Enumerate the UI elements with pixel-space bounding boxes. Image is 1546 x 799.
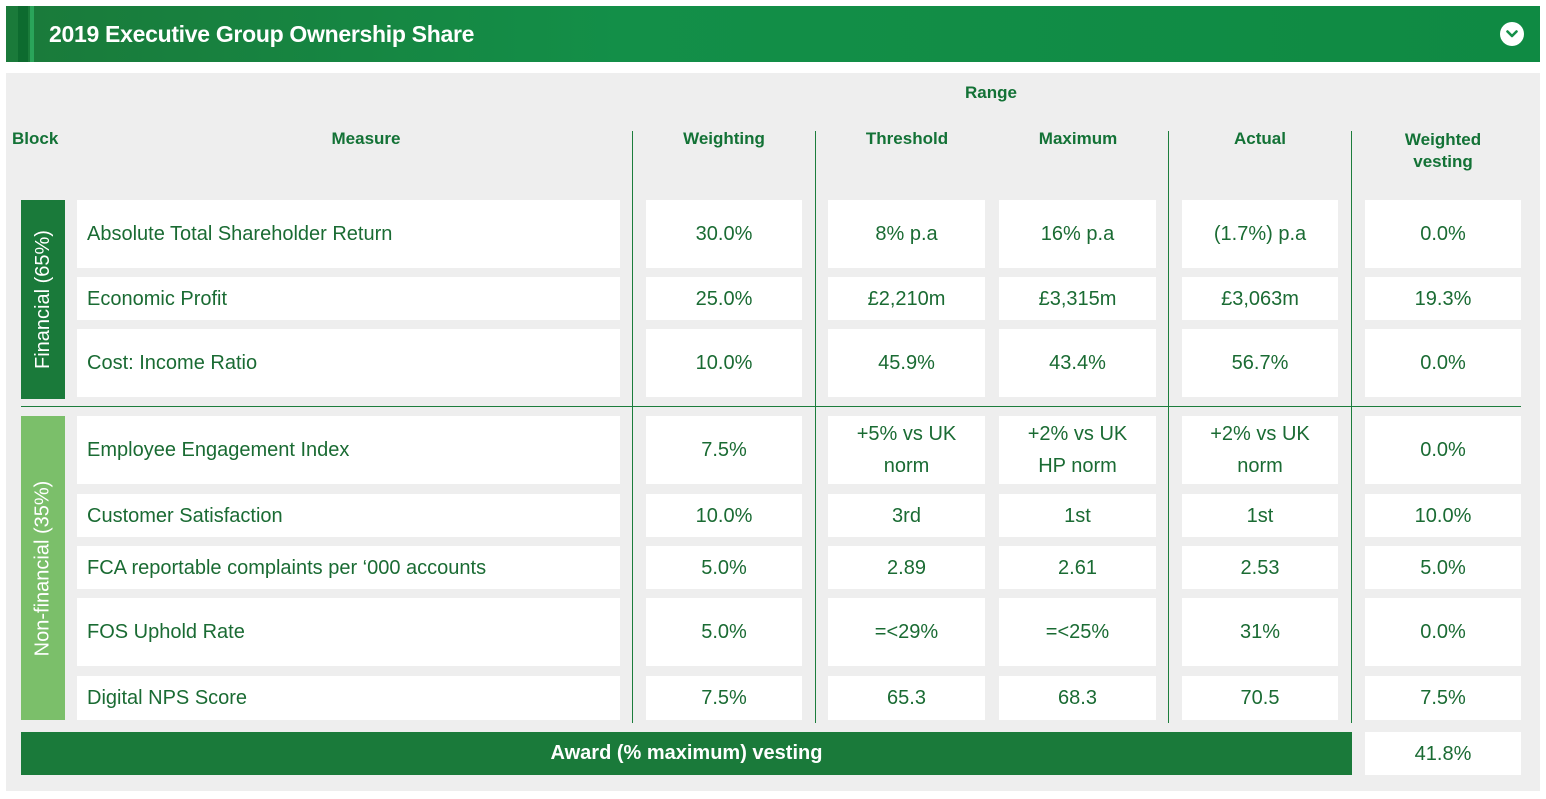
weighting-header: Weighting	[683, 129, 765, 148]
row-5-maximum: 1st	[999, 494, 1156, 537]
row-1-vesting: 0.0%	[1365, 200, 1521, 268]
divider-maximum-actual	[1168, 131, 1169, 723]
row-3-weighting: 10.0%	[646, 329, 802, 397]
maximum-header: Maximum	[1038, 129, 1118, 148]
block-financial: Financial (65%)	[21, 200, 65, 399]
row-6-threshold: 2.89	[828, 546, 985, 589]
row-4-weighting: 7.5%	[646, 416, 802, 484]
row-7-weighting: 5.0%	[646, 598, 802, 666]
row-3-measure: Cost: Income Ratio	[77, 329, 620, 397]
row-5-weighting: 10.0%	[646, 494, 802, 537]
block-financial-label: Financial (65%)	[31, 230, 54, 369]
row-7-measure: FOS Uphold Rate	[77, 598, 620, 666]
row-5-measure: Customer Satisfaction	[77, 494, 620, 537]
row-1-actual: (1.7%) p.a	[1182, 200, 1338, 268]
row-6-vesting: 5.0%	[1365, 546, 1521, 589]
row-7-threshold: =<29%	[828, 598, 985, 666]
row-4-actual: +2% vs UK norm	[1182, 416, 1338, 484]
actual-header: Actual	[1234, 129, 1286, 148]
row-4-maximum: +2% vs UK HP norm	[999, 416, 1156, 484]
vesting-table-panel: Range Block Measure Weighting Threshold …	[6, 73, 1540, 791]
row-3-vesting: 0.0%	[1365, 329, 1521, 397]
row-1-measure: Absolute Total Shareholder Return	[77, 200, 620, 268]
row-4-measure: Employee Engagement Index	[77, 416, 620, 484]
row-2-weighting: 25.0%	[646, 277, 802, 320]
weighted-vesting-header: Weighted vesting	[1404, 130, 1482, 171]
row-8-weighting: 7.5%	[646, 676, 802, 720]
row-2-threshold: £2,210m	[828, 277, 985, 320]
divider-financial-nonfinancial	[21, 406, 1521, 407]
row-6-weighting: 5.0%	[646, 546, 802, 589]
row-3-actual: 56.7%	[1182, 329, 1338, 397]
row-8-actual: 70.5	[1182, 676, 1338, 720]
row-5-threshold: 3rd	[828, 494, 985, 537]
row-5-vesting: 10.0%	[1365, 494, 1521, 537]
header-accent-stripe	[30, 6, 34, 62]
row-2-actual: £3,063m	[1182, 277, 1338, 320]
row-1-maximum: 16% p.a	[999, 200, 1156, 268]
section-header[interactable]: 2019 Executive Group Ownership Share	[6, 6, 1540, 62]
row-2-vesting: 19.3%	[1365, 277, 1521, 320]
block-header: Block	[12, 129, 59, 148]
chevron-down-icon[interactable]	[1500, 22, 1524, 46]
row-8-vesting: 7.5%	[1365, 676, 1521, 720]
row-6-maximum: 2.61	[999, 546, 1156, 589]
row-2-maximum: £3,315m	[999, 277, 1156, 320]
row-8-threshold: 65.3	[828, 676, 985, 720]
row-1-threshold: 8% p.a	[828, 200, 985, 268]
range-header: Range	[965, 83, 1017, 102]
row-8-measure: Digital NPS Score	[77, 676, 620, 720]
row-4-threshold: +5% vs UK norm	[828, 416, 985, 484]
row-5-actual: 1st	[1182, 494, 1338, 537]
row-6-measure: FCA reportable complaints per ‘000 accou…	[77, 546, 620, 589]
block-nonfinancial: Non-financial (35%)	[21, 416, 65, 720]
header-accent	[18, 6, 28, 62]
row-6-actual: 2.53	[1182, 546, 1338, 589]
row-8-maximum: 68.3	[999, 676, 1156, 720]
measure-header: Measure	[331, 129, 401, 148]
award-value: 41.8%	[1365, 732, 1521, 775]
row-7-maximum: =<25%	[999, 598, 1156, 666]
row-3-threshold: 45.9%	[828, 329, 985, 397]
divider-actual-vesting	[1351, 131, 1352, 723]
divider-measure-weighting	[632, 131, 633, 723]
row-2-measure: Economic Profit	[77, 277, 620, 320]
threshold-header: Threshold	[865, 129, 949, 148]
page-title: 2019 Executive Group Ownership Share	[49, 21, 475, 47]
row-1-weighting: 30.0%	[646, 200, 802, 268]
block-nonfinancial-label: Non-financial (35%)	[31, 480, 54, 656]
award-bar: Award (% maximum) vesting	[21, 732, 1352, 775]
row-7-vesting: 0.0%	[1365, 598, 1521, 666]
row-3-maximum: 43.4%	[999, 329, 1156, 397]
row-7-actual: 31%	[1182, 598, 1338, 666]
row-4-vesting: 0.0%	[1365, 416, 1521, 484]
divider-weighting-threshold	[815, 131, 816, 723]
